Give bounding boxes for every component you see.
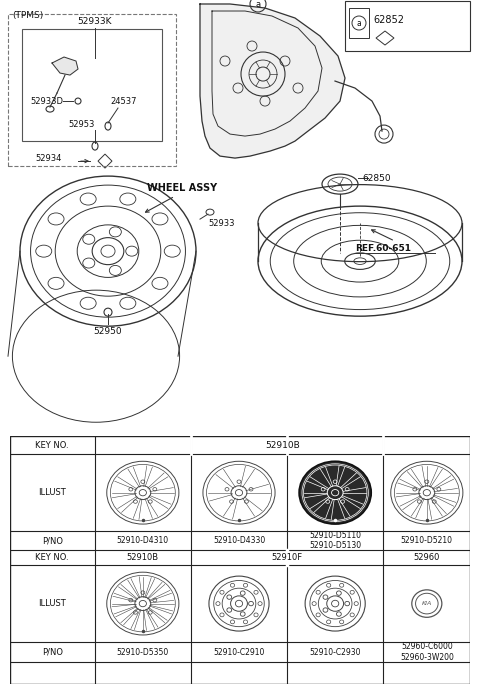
Text: 52933: 52933 <box>208 218 235 227</box>
Text: 24537: 24537 <box>110 97 136 106</box>
Polygon shape <box>200 4 345 158</box>
Text: 52933D: 52933D <box>30 97 63 106</box>
Text: 52910-D4310: 52910-D4310 <box>117 537 169 545</box>
Text: 52910-C2910: 52910-C2910 <box>213 648 264 657</box>
Text: 52950: 52950 <box>94 327 122 336</box>
Text: a: a <box>255 0 261 8</box>
Text: P/NO: P/NO <box>42 648 63 657</box>
Text: (TPMS): (TPMS) <box>12 11 43 20</box>
Text: 52910-D5350: 52910-D5350 <box>117 648 169 657</box>
Text: ILLUST: ILLUST <box>38 488 66 497</box>
Text: 52934: 52934 <box>35 154 61 163</box>
Text: 52933K: 52933K <box>78 16 112 25</box>
Text: WHEEL ASSY: WHEEL ASSY <box>147 183 217 193</box>
Text: REF.60-651: REF.60-651 <box>355 244 411 253</box>
Text: 52960: 52960 <box>414 553 440 562</box>
Bar <box>345 1 470 51</box>
Ellipse shape <box>327 486 343 499</box>
Text: 62850: 62850 <box>362 174 391 183</box>
Text: 52953: 52953 <box>68 120 95 128</box>
Ellipse shape <box>302 464 368 521</box>
Text: 52910-D5110
52910-D5130: 52910-D5110 52910-D5130 <box>309 531 361 550</box>
Ellipse shape <box>299 461 371 524</box>
Text: 52910B: 52910B <box>265 440 300 449</box>
Text: 62852: 62852 <box>373 15 404 25</box>
Text: 52910-D5210: 52910-D5210 <box>401 537 453 545</box>
Bar <box>22 29 162 141</box>
Text: P/NO: P/NO <box>42 537 63 545</box>
Text: KEY NO.: KEY NO. <box>36 553 69 562</box>
Text: 52910-C2930: 52910-C2930 <box>310 648 361 657</box>
Text: 52910F: 52910F <box>272 553 303 562</box>
Text: 52910B: 52910B <box>127 553 159 562</box>
Text: KIA: KIA <box>422 601 432 606</box>
Text: ILLUST: ILLUST <box>38 599 66 608</box>
Text: 52960-C6000
52960-3W200: 52960-C6000 52960-3W200 <box>400 642 454 662</box>
Bar <box>8 14 176 166</box>
Bar <box>349 8 369 38</box>
Text: KEY NO.: KEY NO. <box>36 440 69 449</box>
Text: 52910-D4330: 52910-D4330 <box>213 537 265 545</box>
Polygon shape <box>52 57 78 75</box>
Text: a: a <box>357 19 361 27</box>
